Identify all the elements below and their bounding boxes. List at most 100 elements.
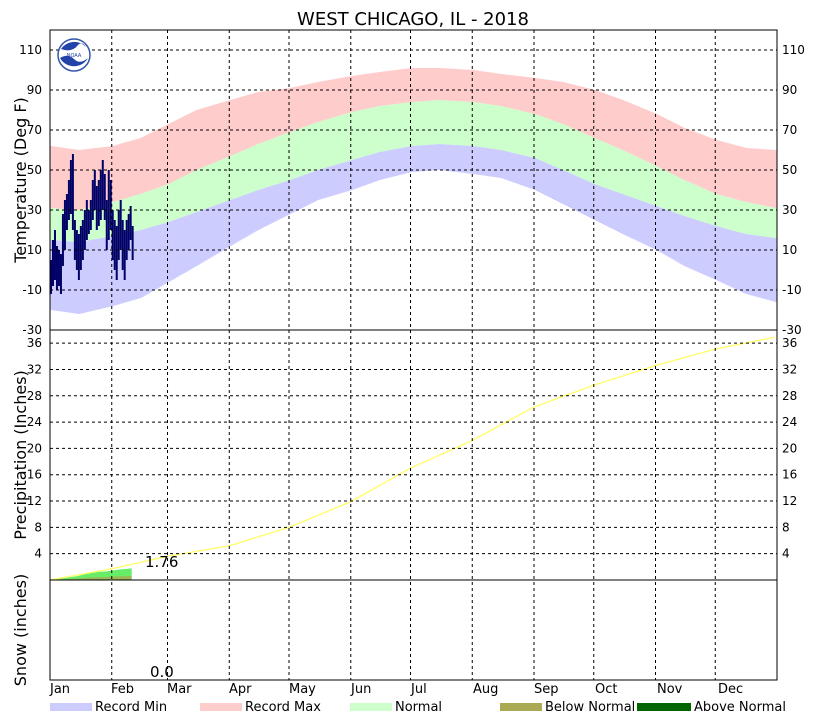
record-min-bar: [177, 218, 180, 277]
record-max-bar: [275, 89, 278, 138]
record-max-bar: [559, 81, 563, 124]
record-min-bar: [247, 193, 250, 236]
record-max-bar: [127, 141, 131, 198]
normal-band-bar: [296, 129, 300, 178]
record-max-bar: [673, 123, 676, 175]
record-max-bar: [535, 78, 539, 115]
record-min-bar: [647, 203, 650, 247]
month-label: Mar: [167, 682, 192, 697]
record-max-bar: [663, 118, 666, 170]
normal-band-bar: [300, 127, 304, 176]
record-max-bar: [422, 68, 425, 102]
precipitation-tick-label: 8: [34, 520, 42, 534]
record-min-bar: [281, 182, 284, 218]
observed-temperature-bar: [95, 186, 98, 230]
record-min-bar: [749, 234, 752, 296]
record-max-bar: [249, 94, 252, 148]
record-max-bar: [83, 149, 87, 209]
normal-band-bar: [555, 121, 559, 168]
record-min-bar: [239, 196, 242, 241]
record-min-bar: [217, 204, 220, 254]
normal-band-bar: [181, 177, 184, 217]
normal-band-bar: [245, 149, 248, 195]
record-min-bar: [328, 166, 332, 197]
grid-layer: [50, 30, 777, 680]
record-min-bar: [285, 181, 288, 216]
normal-band-bar: [398, 103, 401, 149]
record-min-bar: [392, 149, 395, 177]
month-label: Nov: [657, 682, 683, 697]
record-min-bar: [223, 202, 226, 250]
record-min-bar: [287, 180, 290, 215]
normal-band-bar: [247, 148, 250, 194]
record-min-bar: [655, 206, 658, 250]
record-min-bar: [595, 184, 599, 221]
record-max-bar: [589, 89, 593, 137]
record-min-bar: [211, 206, 214, 257]
normal-band-bar: [346, 113, 350, 162]
normal-band-bar: [675, 176, 678, 214]
record-max-bar: [334, 78, 338, 117]
record-min-bar: [510, 152, 513, 182]
record-min-bar: [316, 170, 320, 200]
record-min-bar: [113, 235, 117, 306]
normal-band-bar: [476, 102, 479, 147]
normal-band-bar: [121, 199, 125, 234]
record-min-bar: [729, 229, 732, 287]
normal-band-bar: [438, 100, 441, 144]
record-min-bar: [83, 240, 87, 313]
record-min-bar: [61, 240, 65, 312]
record-min-bar: [775, 238, 778, 302]
normal-band-bar: [697, 186, 700, 221]
record-max-bar: [296, 86, 300, 130]
record-min-bar: [241, 195, 244, 240]
record-max-bar: [494, 73, 497, 106]
record-min-bar: [524, 155, 527, 187]
record-min-bar: [97, 238, 101, 310]
record-max-bar: [217, 103, 220, 161]
record-max-bar: [133, 139, 137, 196]
record-min-bar: [189, 214, 192, 270]
record-max-bar: [338, 78, 342, 116]
record-max-bar: [607, 95, 611, 144]
record-min-bar: [751, 234, 754, 296]
record-min-bar: [336, 164, 340, 195]
normal-band-bar: [490, 104, 493, 149]
record-max-bar: [237, 97, 240, 153]
record-max-bar: [679, 126, 682, 178]
normal-band-bar: [639, 158, 642, 201]
record-max-bar: [123, 142, 127, 199]
record-min-bar: [719, 227, 722, 282]
normal-band-bar: [524, 111, 527, 156]
record-min-bar: [490, 148, 493, 177]
legend-swatch: [200, 703, 242, 711]
record-min-bar: [263, 188, 266, 227]
record-min-bar: [386, 150, 390, 178]
record-min-bar: [484, 147, 487, 176]
record-max-bar: [294, 86, 298, 130]
record-min-bar: [585, 180, 589, 216]
normal-band-bar: [472, 102, 475, 146]
record-max-bar: [225, 101, 228, 158]
record-min-bar: [458, 145, 461, 173]
normal-band-bar: [223, 158, 226, 203]
record-max-bar: [81, 149, 85, 210]
record-max-bar: [141, 137, 145, 194]
normal-band-bar: [508, 107, 511, 152]
normal-band-bar: [348, 112, 352, 161]
normal-band-bar: [316, 122, 320, 170]
record-max-bar: [649, 111, 652, 164]
normal-band-bar: [294, 129, 298, 178]
observed-temperature-bar: [89, 200, 92, 230]
normal-band-bar: [498, 105, 501, 150]
record-min-bar: [725, 228, 728, 285]
record-min-bar: [641, 201, 644, 244]
record-min-bar: [703, 222, 706, 275]
record-max-bar: [436, 68, 439, 101]
normal-band-bar: [418, 101, 421, 146]
legend-label: Normal: [395, 700, 442, 715]
record-min-bar: [298, 176, 302, 209]
normal-band-bar: [512, 108, 515, 153]
record-max-bar: [595, 90, 599, 139]
record-min-bar: [235, 197, 238, 243]
